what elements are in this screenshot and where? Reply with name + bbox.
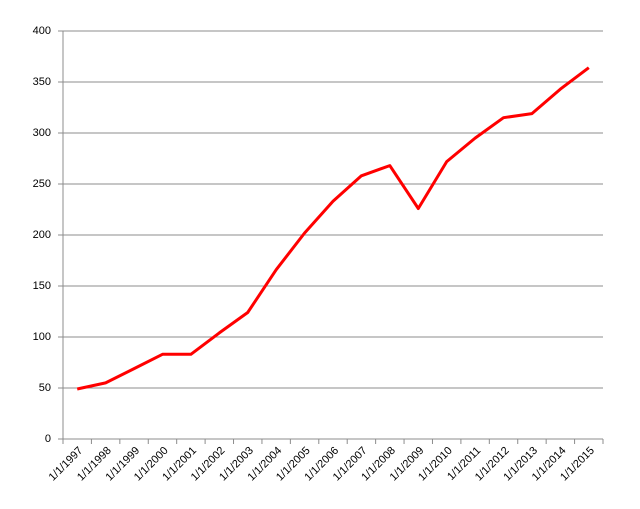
y-tick-label: 300 <box>33 127 51 139</box>
y-tick-label: 100 <box>33 331 51 343</box>
data-line <box>76 66 590 391</box>
y-tick-label: 400 <box>33 25 51 37</box>
y-tick-label: 200 <box>33 229 51 241</box>
y-tick-label: 350 <box>33 76 51 88</box>
y-tick-label: 250 <box>33 178 51 190</box>
y-tick-label: 150 <box>33 280 51 292</box>
y-tick-label: 0 <box>45 433 51 445</box>
y-tick-label: 50 <box>39 382 51 394</box>
